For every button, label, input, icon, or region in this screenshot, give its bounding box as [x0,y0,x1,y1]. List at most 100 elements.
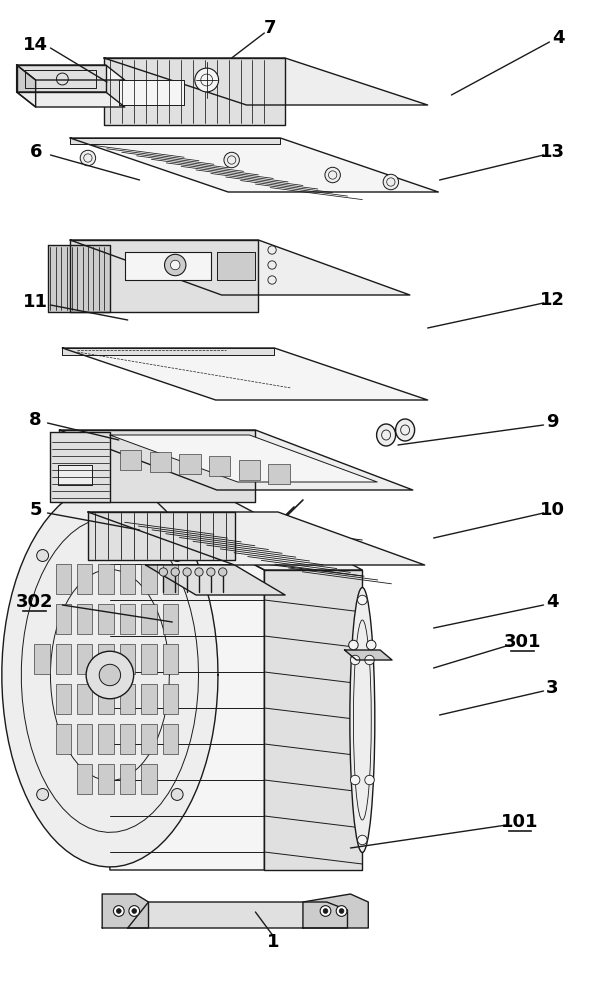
Polygon shape [141,724,157,754]
Polygon shape [217,252,255,280]
Polygon shape [120,604,135,634]
Text: 14: 14 [23,36,48,54]
Polygon shape [77,564,93,594]
Circle shape [349,640,358,650]
Circle shape [129,906,140,916]
Polygon shape [303,894,368,928]
Polygon shape [34,644,50,674]
Polygon shape [110,435,377,482]
Text: 302: 302 [15,593,53,611]
Polygon shape [62,348,274,355]
Circle shape [325,167,340,183]
Polygon shape [99,604,114,634]
Circle shape [171,550,183,561]
Polygon shape [141,684,157,714]
Polygon shape [119,80,184,105]
Polygon shape [70,240,410,295]
Polygon shape [77,764,93,794]
Circle shape [171,789,183,800]
Polygon shape [56,684,71,714]
Polygon shape [77,604,93,634]
Polygon shape [58,465,92,485]
Polygon shape [77,684,93,714]
Circle shape [183,568,191,576]
Circle shape [320,906,331,916]
Polygon shape [268,464,290,484]
Circle shape [37,550,49,561]
Circle shape [323,909,328,913]
Polygon shape [110,488,362,570]
Circle shape [366,640,376,650]
Polygon shape [2,483,218,867]
Polygon shape [99,724,114,754]
Polygon shape [120,644,135,674]
Polygon shape [70,138,438,192]
Polygon shape [104,58,285,125]
Circle shape [195,568,203,576]
Polygon shape [150,452,171,472]
Circle shape [195,68,219,92]
Circle shape [358,595,367,605]
Polygon shape [99,764,114,794]
Polygon shape [146,565,285,595]
Polygon shape [17,65,106,92]
Circle shape [339,909,344,913]
Circle shape [132,909,137,913]
Polygon shape [102,894,148,928]
Circle shape [268,276,276,284]
Circle shape [99,664,121,686]
Ellipse shape [350,587,375,852]
Text: 4: 4 [552,29,565,47]
Polygon shape [239,460,260,480]
Circle shape [207,568,215,576]
Polygon shape [163,564,178,594]
Circle shape [116,909,121,913]
Circle shape [358,835,367,845]
Polygon shape [179,454,201,474]
Text: 1: 1 [267,933,280,951]
Polygon shape [128,902,347,928]
Polygon shape [163,644,178,674]
Circle shape [159,568,168,576]
Circle shape [268,261,276,269]
Polygon shape [163,724,178,754]
Polygon shape [104,58,428,105]
Ellipse shape [377,424,396,446]
Text: 6: 6 [29,143,42,161]
Polygon shape [56,564,71,594]
Circle shape [113,906,124,916]
Circle shape [350,775,360,785]
Polygon shape [17,65,36,107]
Circle shape [219,568,227,576]
Text: 101: 101 [501,813,539,831]
Polygon shape [125,252,211,280]
Circle shape [165,254,186,276]
Text: 11: 11 [23,293,48,311]
Polygon shape [209,456,230,476]
Circle shape [336,906,347,916]
Circle shape [37,789,49,800]
Polygon shape [99,684,114,714]
Text: 5: 5 [29,501,42,519]
Polygon shape [59,430,255,502]
Circle shape [170,260,180,270]
Polygon shape [17,65,125,80]
Polygon shape [56,724,71,754]
Polygon shape [141,764,157,794]
Circle shape [365,775,374,785]
Polygon shape [48,245,110,312]
Circle shape [224,152,239,168]
Polygon shape [120,564,135,594]
Text: 10: 10 [540,501,565,519]
Ellipse shape [396,419,415,441]
Polygon shape [345,650,392,660]
Polygon shape [88,512,425,565]
Text: 301: 301 [504,633,542,651]
Polygon shape [88,512,235,560]
Text: 3: 3 [546,679,559,697]
Polygon shape [50,432,110,502]
Polygon shape [99,644,114,674]
Polygon shape [141,564,157,594]
Circle shape [268,246,276,254]
Polygon shape [56,644,71,674]
